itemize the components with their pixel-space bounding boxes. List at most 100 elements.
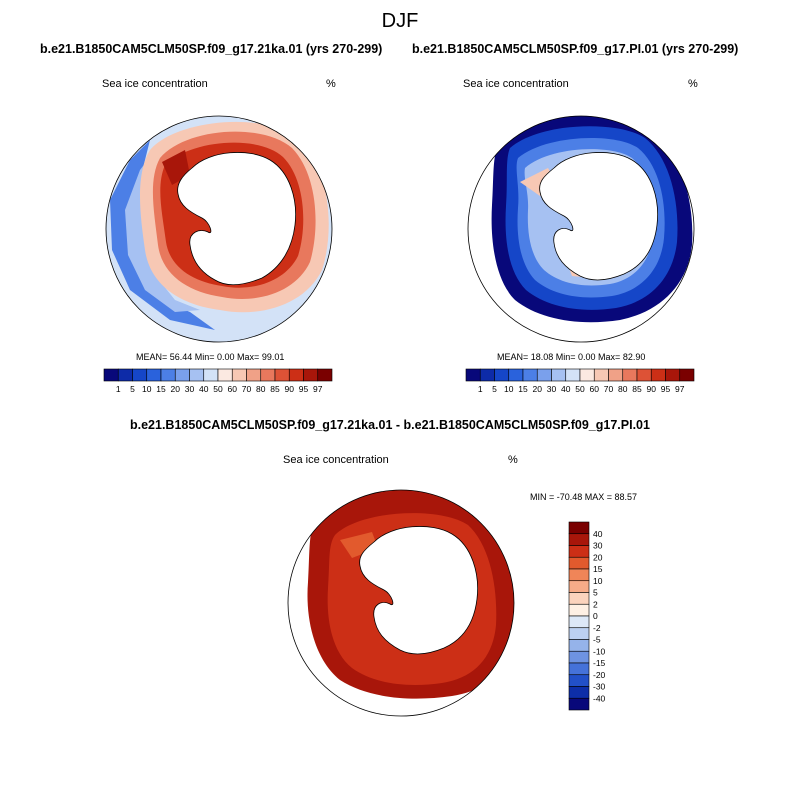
panel2-colorbar-swatch <box>650 368 666 382</box>
panel1-variable-label: Sea ice concentration <box>102 78 208 90</box>
panel2-antarctica <box>539 152 658 281</box>
panel1-colorbar-tick-label: 15 <box>156 384 166 394</box>
panel1-colorbar-swatch <box>117 368 133 382</box>
panel1-colorbar-tick-label: 20 <box>171 384 181 394</box>
panel2-colorbar-tick-label: 50 <box>575 384 585 394</box>
panel2-stats: MEAN= 18.08 Min= 0.00 Max= 82.90 <box>497 352 646 362</box>
panel1-colorbar-swatch <box>160 368 176 382</box>
panel3-colorbar-swatch <box>568 568 590 582</box>
panel3-colorbar-swatch <box>568 627 590 640</box>
panel1-colorbar-swatch <box>303 368 319 382</box>
panel1-colorbar-tick-label: 40 <box>199 384 209 394</box>
panel2-colorbar-swatch <box>522 368 538 382</box>
panel3-colorbar-swatch <box>568 639 590 652</box>
panel2-colorbar-swatch <box>636 368 652 382</box>
panel2-colorbar-tick-label: 30 <box>547 384 557 394</box>
panel1-colorbar-swatch <box>103 368 119 382</box>
panel3-case-title: b.e21.B1850CAM5CLM50SP.f09_g17.21ka.01 -… <box>130 418 650 432</box>
panel2-colorbar-tick-label: 1 <box>478 384 483 394</box>
panel1-colorbar-tick-label: 60 <box>228 384 238 394</box>
panel2-colorbar-tick-label: 95 <box>661 384 671 394</box>
panel1-colorbar-tick-label: 85 <box>270 384 280 394</box>
panel3-colorbar-swatch <box>568 603 590 617</box>
panel2-colorbar-swatch <box>608 368 624 382</box>
figure-title: DJF <box>381 10 419 32</box>
panel2-colorbar-swatch <box>508 368 524 382</box>
panel3-colorbar-tick-label: 2 <box>593 599 598 609</box>
panel1-case-title: b.e21.B1850CAM5CLM50SP.f09_g17.21ka.01 (… <box>40 42 383 56</box>
panel2-colorbar-swatch <box>665 368 681 382</box>
panel2-colorbar-tick-label: 70 <box>604 384 614 394</box>
panel3-colorbar-swatch <box>568 615 590 629</box>
panel3-colorbar-tick-label: 15 <box>593 564 603 574</box>
panel3-colorbar-swatch <box>568 533 590 546</box>
panel3-colorbar-tick-label: 20 <box>593 552 603 562</box>
panel3-colorbar-tick-label: 10 <box>593 576 603 586</box>
panel3-colorbar-swatch <box>568 662 590 676</box>
panel3-colorbar-tick-label: -30 <box>593 682 606 692</box>
panel1-stats: MEAN= 56.44 Min= 0.00 Max= 99.01 <box>136 352 285 362</box>
panel1-colorbar: 1 5 10 15 20 30 40 50 60 70 80 85 90 95 97 <box>103 368 333 394</box>
panel2-case-title: b.e21.B1850CAM5CLM50SP.f09_g17.PI.01 (yr… <box>412 42 739 56</box>
panel1-colorbar-swatch <box>217 368 233 382</box>
panel1-colorbar-tick-label: 70 <box>242 384 252 394</box>
panel2-colorbar-swatch <box>622 368 638 382</box>
panel3-colorbar-tick-label: -20 <box>593 670 606 680</box>
panel1-colorbar-swatch <box>189 368 205 382</box>
panel3-antarctica <box>359 526 478 655</box>
panel1-colorbar-swatch <box>146 368 162 382</box>
panel1-colorbar-swatch <box>246 368 262 382</box>
panel1-colorbar-tick-label: 30 <box>185 384 195 394</box>
panel3-colorbar-swatch <box>568 697 590 711</box>
panel3-map-boundary <box>287 489 515 717</box>
panel3-colorbar-tick-label: 40 <box>593 529 603 539</box>
panel2-units-label: % <box>688 78 698 90</box>
panel1-colorbar-tick-label: 1 <box>116 384 121 394</box>
panel2-colorbar-swatch <box>579 368 595 382</box>
panel2-colorbar-swatch <box>536 368 552 382</box>
panel2-colorbar-swatch <box>465 368 481 382</box>
panel2-colorbar-tick-label: 85 <box>632 384 642 394</box>
panel2-colorbar-swatch <box>679 368 695 382</box>
panel1-colorbar-swatch <box>317 368 333 382</box>
panel2-map <box>467 115 695 343</box>
panel3-colorbar-tick-label: -5 <box>593 635 601 645</box>
panel2-colorbar-tick-label: 10 <box>504 384 514 394</box>
panel2-colorbar-tick-label: 15 <box>518 384 528 394</box>
panel3-colorbar-tick-label: 0 <box>593 611 598 621</box>
panel1-colorbar-tick-label: 90 <box>285 384 295 394</box>
panel1-colorbar-tick-label: 50 <box>213 384 223 394</box>
panel3-colorbar-tick-label: 30 <box>593 541 603 551</box>
panel3-units-label: % <box>508 454 518 466</box>
panel1-colorbar-swatch <box>132 368 148 382</box>
panel3-stats: MIN = -70.48 MAX = 88.57 <box>530 492 638 502</box>
panel2-colorbar-tick-label: 97 <box>675 384 685 394</box>
panel3-colorbar-tick-label: -15 <box>593 658 606 668</box>
panel1-map <box>105 115 333 343</box>
panel1-colorbar-tick-label: 10 <box>142 384 152 394</box>
panel2-colorbar-tick-label: 20 <box>533 384 543 394</box>
panel3-colorbar-swatch <box>568 521 590 535</box>
panel2-colorbar-swatch <box>479 368 495 382</box>
panel1-colorbar-swatch <box>260 368 276 382</box>
panel1-colorbar-swatch <box>203 368 219 382</box>
panel3-colorbar-tick-label: -40 <box>593 693 606 703</box>
panel3-colorbar-swatch <box>568 650 590 664</box>
panel3-variable-label: Sea ice concentration <box>283 454 389 466</box>
panel2-colorbar-swatch <box>551 368 567 382</box>
panel2-colorbar-tick-label: 40 <box>561 384 571 394</box>
panel2-colorbar-swatch <box>593 368 609 382</box>
panel1-colorbar-swatch <box>288 368 304 382</box>
panel3-colorbar-swatch <box>568 545 590 558</box>
panel3-colorbar-swatch <box>568 556 590 570</box>
panel1-colorbar-swatch <box>231 368 247 382</box>
panel2-colorbar: 1 5 10 15 20 30 40 50 60 70 80 85 90 95 97 <box>465 368 695 394</box>
panel1-colorbar-swatch <box>174 368 190 382</box>
panel3-colorbar-swatch <box>568 580 590 593</box>
panel2-colorbar-tick-label: 60 <box>590 384 600 394</box>
panel3-colorbar-tick-label: -10 <box>593 646 606 656</box>
panel1-colorbar-tick-label: 5 <box>130 384 135 394</box>
panel1-colorbar-tick-label: 95 <box>299 384 309 394</box>
